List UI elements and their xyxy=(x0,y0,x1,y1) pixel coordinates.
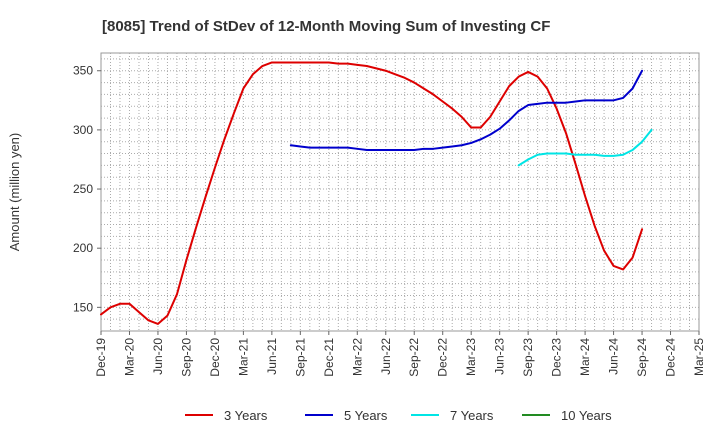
legend-label: 3 Years xyxy=(224,408,268,423)
x-tick-label: Sep-22 xyxy=(407,338,421,377)
chart-title: [8085] Trend of StDev of 12-Month Moving… xyxy=(102,18,550,35)
x-tick-label: Sep-21 xyxy=(293,338,307,377)
x-tick-label: Dec-21 xyxy=(322,338,336,377)
y-axis-ticks: 150 200 250 300 350 xyxy=(73,64,101,314)
plot-area xyxy=(100,52,700,332)
x-tick-label: Jun-20 xyxy=(151,338,165,375)
x-tick-label: Jun-22 xyxy=(379,338,393,375)
y-tick-label: 250 xyxy=(73,182,93,196)
x-tick-label: Dec-19 xyxy=(94,338,108,377)
x-tick-label: Dec-23 xyxy=(550,338,564,377)
x-tick-label: Sep-20 xyxy=(179,338,193,377)
x-tick-label: Mar-22 xyxy=(350,338,364,376)
y-tick-label: 350 xyxy=(73,64,93,78)
x-tick-label: Mar-23 xyxy=(464,338,478,376)
x-tick-label: Sep-24 xyxy=(635,338,649,377)
series-line-1 xyxy=(100,61,644,325)
x-tick-label: Sep-23 xyxy=(521,338,535,377)
x-tick-label: Dec-20 xyxy=(208,338,222,377)
x-tick-label: Jun-24 xyxy=(607,338,621,375)
legend-label: 10 Years xyxy=(561,408,612,423)
x-tick-label: Mar-21 xyxy=(236,338,250,376)
y-tick-label: 200 xyxy=(73,241,93,255)
x-tick-label: Mar-25 xyxy=(692,338,706,376)
y-axis-label: Amount (million yen) xyxy=(7,133,22,252)
series-line-2 xyxy=(289,69,644,151)
x-tick-label: Mar-20 xyxy=(122,338,136,376)
y-tick-label: 300 xyxy=(73,123,93,137)
grid xyxy=(101,53,699,331)
legend-label: 7 Years xyxy=(450,408,494,423)
x-tick-label: Jun-21 xyxy=(265,338,279,375)
x-axis-ticks: Dec-19 Mar-20 Jun-20 Sep-20 Dec-20 Mar-21 Jun-… xyxy=(94,331,706,377)
x-tick-label: Dec-24 xyxy=(664,338,678,377)
x-tick-label: Mar-24 xyxy=(578,338,592,376)
legend-label: 5 Years xyxy=(344,408,388,423)
series-line-3 xyxy=(517,128,653,167)
y-tick-label: 150 xyxy=(73,300,93,314)
series-lines xyxy=(100,61,653,325)
legend: 3 Years 5 Years 7 Years 10 Years xyxy=(185,408,612,423)
x-tick-label: Jun-23 xyxy=(493,338,507,375)
x-tick-label: Dec-22 xyxy=(436,338,450,377)
